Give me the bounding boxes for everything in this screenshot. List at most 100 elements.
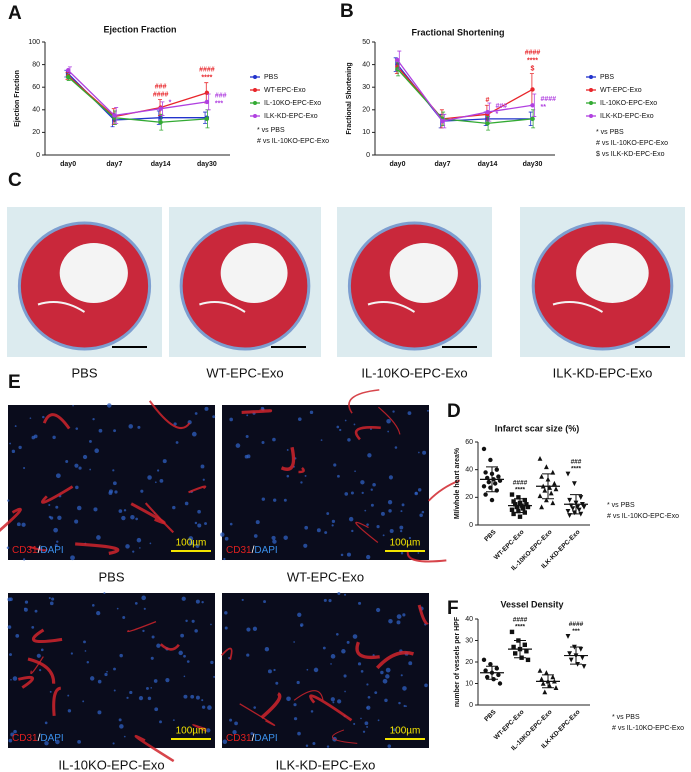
nucleus bbox=[159, 720, 162, 724]
nucleus bbox=[67, 694, 70, 697]
nucleus bbox=[9, 597, 13, 602]
vessel bbox=[417, 604, 429, 625]
data-point bbox=[543, 464, 549, 470]
nucleus bbox=[180, 633, 185, 638]
nucleus bbox=[224, 611, 228, 615]
stain-part: CD31 bbox=[226, 733, 252, 744]
nucleus bbox=[77, 739, 81, 744]
nucleus bbox=[424, 683, 428, 688]
data-point bbox=[565, 471, 571, 477]
nucleus bbox=[195, 544, 200, 548]
data-point bbox=[537, 455, 543, 461]
sd-bar bbox=[486, 466, 498, 493]
nucleus bbox=[323, 598, 327, 602]
data-point bbox=[524, 649, 529, 654]
data-point bbox=[481, 446, 487, 452]
nucleus bbox=[246, 653, 250, 657]
nucleus bbox=[108, 490, 113, 495]
nucleus bbox=[234, 721, 238, 726]
data-point bbox=[581, 664, 587, 669]
stain-part: / bbox=[252, 545, 255, 556]
legend-label: PBS bbox=[600, 74, 614, 81]
y-tick-label: 20 bbox=[465, 494, 473, 501]
nucleus bbox=[142, 629, 145, 633]
nucleus bbox=[53, 527, 58, 533]
data-point bbox=[65, 74, 71, 80]
significance-label: *** bbox=[572, 628, 580, 635]
y-tick-label: 0 bbox=[469, 702, 473, 709]
nucleus bbox=[75, 485, 79, 490]
nucleus bbox=[336, 425, 340, 429]
data-point bbox=[511, 499, 516, 504]
nucleus bbox=[246, 627, 251, 632]
y-tick-label: 30 bbox=[465, 637, 473, 644]
vessel bbox=[354, 426, 381, 441]
nucleus bbox=[16, 522, 21, 527]
nucleus bbox=[224, 626, 228, 630]
nucleus bbox=[346, 640, 350, 644]
legend-label: ILK-KD-EPC-Exo bbox=[264, 113, 318, 120]
data-point bbox=[530, 103, 535, 108]
note: * vs PBS bbox=[612, 714, 640, 721]
data-point bbox=[581, 504, 587, 510]
nucleus bbox=[245, 434, 249, 438]
panel-letter: F bbox=[447, 598, 459, 619]
note: * vs PBS bbox=[596, 129, 624, 136]
nucleus bbox=[92, 604, 95, 607]
nucleus bbox=[48, 515, 52, 519]
nucleus bbox=[172, 719, 175, 722]
nucleus bbox=[31, 435, 36, 440]
nucleus bbox=[336, 632, 339, 636]
nucleus bbox=[22, 558, 26, 561]
series-line bbox=[397, 66, 533, 120]
data-point bbox=[540, 680, 546, 686]
data-point bbox=[481, 657, 487, 663]
nucleus bbox=[419, 513, 423, 518]
significance-label: **** bbox=[515, 486, 526, 493]
nucleus bbox=[418, 451, 420, 454]
nucleus bbox=[364, 721, 369, 726]
series-line bbox=[397, 68, 533, 125]
nucleus bbox=[344, 492, 349, 496]
nucleus bbox=[119, 653, 123, 658]
nucleus bbox=[212, 415, 216, 419]
significance-label: * bbox=[169, 100, 172, 107]
nucleus bbox=[362, 730, 366, 733]
nucleus bbox=[344, 419, 347, 422]
nucleus bbox=[328, 599, 332, 603]
scale-label: 100µm bbox=[176, 538, 207, 549]
data-point bbox=[530, 116, 535, 122]
significance-label: $ bbox=[531, 65, 535, 72]
nucleus bbox=[186, 660, 190, 663]
nucleus bbox=[400, 552, 404, 555]
nucleus bbox=[173, 422, 177, 426]
nucleus bbox=[190, 694, 195, 699]
nucleus bbox=[339, 428, 342, 432]
nucleus bbox=[6, 546, 10, 549]
vessel bbox=[309, 694, 353, 722]
sd-bar bbox=[570, 646, 582, 665]
stain-part: / bbox=[38, 545, 41, 556]
nucleus bbox=[304, 525, 309, 530]
nucleus bbox=[330, 663, 332, 665]
nucleus bbox=[304, 474, 307, 477]
nucleus bbox=[341, 649, 346, 654]
nucleus bbox=[75, 427, 79, 430]
nucleus bbox=[330, 654, 336, 659]
nucleus bbox=[310, 710, 314, 713]
data-point bbox=[488, 485, 493, 490]
nucleus bbox=[156, 469, 160, 472]
nucleus bbox=[366, 523, 369, 526]
sd-bar bbox=[542, 473, 554, 500]
nucleus bbox=[10, 732, 15, 737]
nucleus bbox=[9, 442, 12, 445]
nucleus bbox=[147, 696, 152, 701]
series-line bbox=[67, 73, 207, 121]
section-caption: WT-EPC-Exo bbox=[206, 365, 283, 380]
nucleus bbox=[402, 686, 407, 691]
y-tick-label: 0 bbox=[469, 522, 473, 529]
nucleus bbox=[18, 445, 22, 450]
x-tick-label: day14 bbox=[151, 161, 171, 168]
nucleus bbox=[312, 741, 316, 745]
nucleus bbox=[343, 674, 347, 678]
